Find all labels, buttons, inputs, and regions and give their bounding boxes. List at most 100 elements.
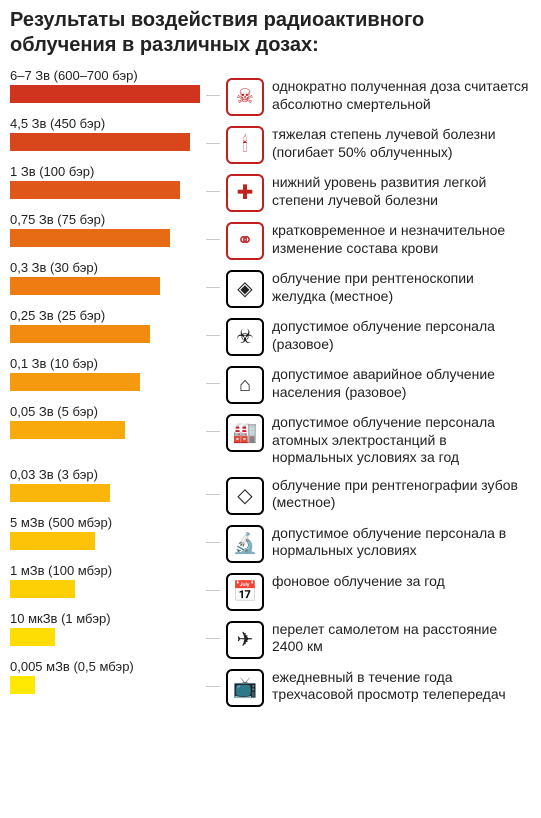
dose-row: 0,75 Зв (75 бэр) ⚭кратковременное и незна… [10,212,531,260]
dose-row: 1 мЗв (100 мбэр) 📅 фоновое облучение за го… [10,563,531,611]
dose-row: 0,25 Зв (25 бэр) ☣допустимое облучение пе… [10,308,531,356]
dose-row: 5 мЗв (500 мбэр) 🔬допустимое облучение пе… [10,515,531,563]
dose-label: 0,75 Зв (75 бэр) [10,212,200,227]
dose-bar-wrap [10,580,200,598]
effect-description: облучение при рентгеноскопии желудка (ме… [272,260,531,305]
dose-bar [10,277,160,295]
effect-icon: 📅 [226,573,264,611]
dose-bar [10,373,140,391]
dose-left: 4,5 Зв (450 бэр) [10,116,200,151]
dose-bar-wrap [10,277,200,295]
dose-bar-wrap [10,484,200,502]
dose-row: 10 мкЗв (1 мбэр) ✈перелет самолетом на ра… [10,611,531,659]
connector [206,356,220,396]
dose-left: 6–7 Зв (600–700 бэр) [10,68,200,103]
dose-left: 1 Зв (100 бэр) [10,164,200,199]
effect-description: однократно полученная доза считается абс… [272,68,531,113]
effect-description: облучение при рентгенографии зубов (мест… [272,467,531,512]
dose-bar [10,628,55,646]
dose-label: 0,05 Зв (5 бэр) [10,404,200,419]
dose-label: 1 Зв (100 бэр) [10,164,200,179]
effect-icon: 🔬 [226,525,264,563]
connector [206,164,220,204]
effect-icon: ⌂ [226,366,264,404]
effect-description: тяжелая степень лучевой болезни (погибае… [272,116,531,161]
dose-bar [10,133,190,151]
dose-left: 0,75 Зв (75 бэр) [10,212,200,247]
dose-left: 0,25 Зв (25 бэр) [10,308,200,343]
connector [206,563,220,603]
dose-left: 0,1 Зв (10 бэр) [10,356,200,391]
dose-left: 0,05 Зв (5 бэр) [10,404,200,439]
effect-icon: ⚭ [226,222,264,260]
dose-bar-wrap [10,133,200,151]
effect-icon: ◇ [226,477,264,515]
effect-icon: 📺 [226,669,264,707]
dose-left: 0,3 Зв (30 бэр) [10,260,200,295]
dose-label: 6–7 Зв (600–700 бэр) [10,68,200,83]
dose-row: 1 Зв (100 бэр) ✚нижний уровень развития л… [10,164,531,212]
dose-label: 1 мЗв (100 мбэр) [10,563,200,578]
connector [206,659,220,699]
effect-description: допустимое облучение персонала (разовое) [272,308,531,353]
dose-label: 4,5 Зв (450 бэр) [10,116,200,131]
dose-bar [10,532,95,550]
effect-icon: ✈ [226,621,264,659]
connector [206,68,220,108]
dose-bar [10,676,35,694]
connector [206,308,220,348]
connector [206,116,220,156]
dose-bar [10,421,125,439]
dose-bar [10,229,170,247]
dose-bar [10,580,75,598]
dose-row: 0,03 Зв (3 бэр) ◇облучение при рентгеногр… [10,467,531,515]
dose-bar-wrap [10,532,200,550]
effect-description: допустимое облучение персонала атомных э… [272,404,531,467]
dose-bar [10,325,150,343]
connector [206,515,220,555]
dose-bar [10,85,200,103]
dose-row: 0,05 Зв (5 бэр)🏭допустимое облучение пер… [10,404,531,467]
effect-description: перелет самолетом на расстояние 2400 км [272,611,531,656]
page-title: Результаты воздействия радиоактивного об… [10,8,531,58]
dose-label: 0,25 Зв (25 бэр) [10,308,200,323]
dose-bar-wrap [10,373,200,391]
dose-bar [10,484,110,502]
dose-bar-wrap [10,676,200,694]
dose-left: 0,03 Зв (3 бэр) [10,467,200,502]
dose-bar-wrap [10,628,200,646]
effect-description: допустимое аварийное облучение населения… [272,356,531,401]
effect-description: фоновое облучение за год [272,563,531,591]
dose-row: 6–7 Зв (600–700 бэр)☠однократно полученн… [10,68,531,116]
effect-icon: 🕯 [226,126,264,164]
dose-row: 0,1 Зв (10 бэр) ⌂допустимое аварийное обл… [10,356,531,404]
dose-left: 0,005 мЗв (0,5 мбэр) [10,659,200,694]
dose-bar [10,181,180,199]
connector [206,260,220,300]
dose-row: 0,3 Зв (30 бэр) ◈облучение при рентгеноск… [10,260,531,308]
dose-list: 6–7 Зв (600–700 бэр)☠однократно полученн… [10,68,531,707]
dose-bar-wrap [10,85,200,103]
dose-label: 5 мЗв (500 мбэр) [10,515,200,530]
effect-description: кратковременное и незначительное изменен… [272,212,531,257]
dose-label: 0,03 Зв (3 бэр) [10,467,200,482]
connector [206,404,220,444]
dose-label: 10 мкЗв (1 мбэр) [10,611,200,626]
dose-label: 0,005 мЗв (0,5 мбэр) [10,659,200,674]
dose-left: 1 мЗв (100 мбэр) [10,563,200,598]
dose-bar-wrap [10,421,200,439]
effect-icon: ☣ [226,318,264,356]
dose-left: 5 мЗв (500 мбэр) [10,515,200,550]
dose-left: 10 мкЗв (1 мбэр) [10,611,200,646]
effect-icon: ✚ [226,174,264,212]
effect-description: нижний уровень развития легкой степени л… [272,164,531,209]
dose-bar-wrap [10,181,200,199]
dose-bar-wrap [10,325,200,343]
effect-description: ежедневный в течение года трехчасовой пр… [272,659,531,704]
effect-description: допустимое облучение персонала в нормаль… [272,515,531,560]
dose-label: 0,1 Зв (10 бэр) [10,356,200,371]
dose-row: 4,5 Зв (450 бэр) 🕯тяжелая степень лучевой… [10,116,531,164]
connector [206,467,220,507]
connector [206,611,220,651]
effect-icon: ◈ [226,270,264,308]
